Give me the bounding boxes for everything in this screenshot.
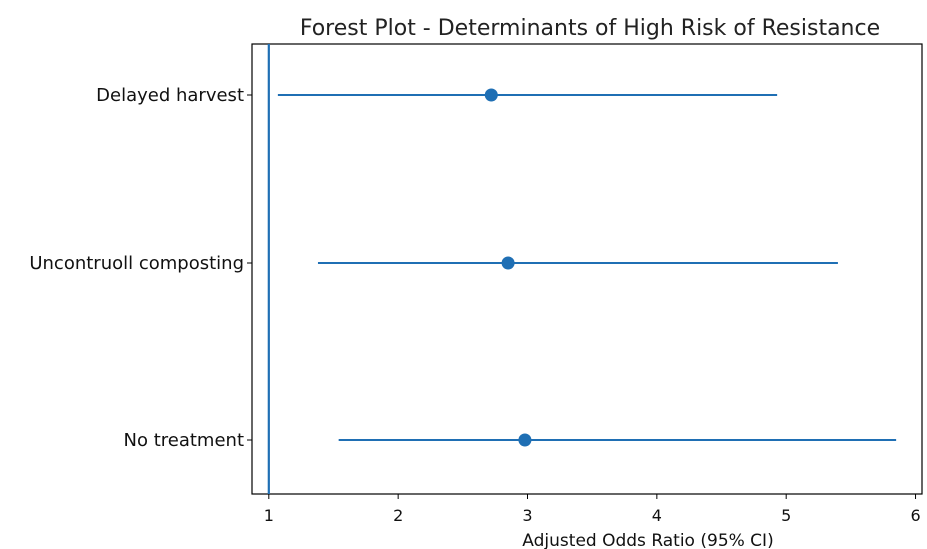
marks-layer: [267, 44, 897, 494]
chart-title: Forest Plot - Determinants of High Risk …: [300, 16, 880, 41]
odds-ratio-point: [501, 256, 515, 270]
odds-ratio-point: [484, 88, 498, 102]
y-tick-label: Delayed harvest: [96, 85, 244, 106]
x-tick-label: 3: [522, 506, 532, 525]
y-tick-labels: Delayed harvest Uncontruoll composting No …: [29, 85, 252, 451]
x-tick-label: 4: [652, 506, 662, 525]
odds-ratio-point: [518, 433, 532, 447]
x-tick-label: 6: [910, 506, 920, 525]
x-tick-label: 5: [781, 506, 791, 525]
x-tick-label: 2: [393, 506, 403, 525]
plot-area: [251, 43, 923, 495]
x-tick-labels: 1 2 3 4 5 6: [264, 494, 921, 525]
y-tick-label: Uncontruoll composting: [29, 253, 244, 274]
y-tick-label: No treatment: [124, 430, 245, 451]
x-tick-label: 1: [264, 506, 274, 525]
x-axis-label: Adjusted Odds Ratio (95% CI): [522, 531, 773, 549]
